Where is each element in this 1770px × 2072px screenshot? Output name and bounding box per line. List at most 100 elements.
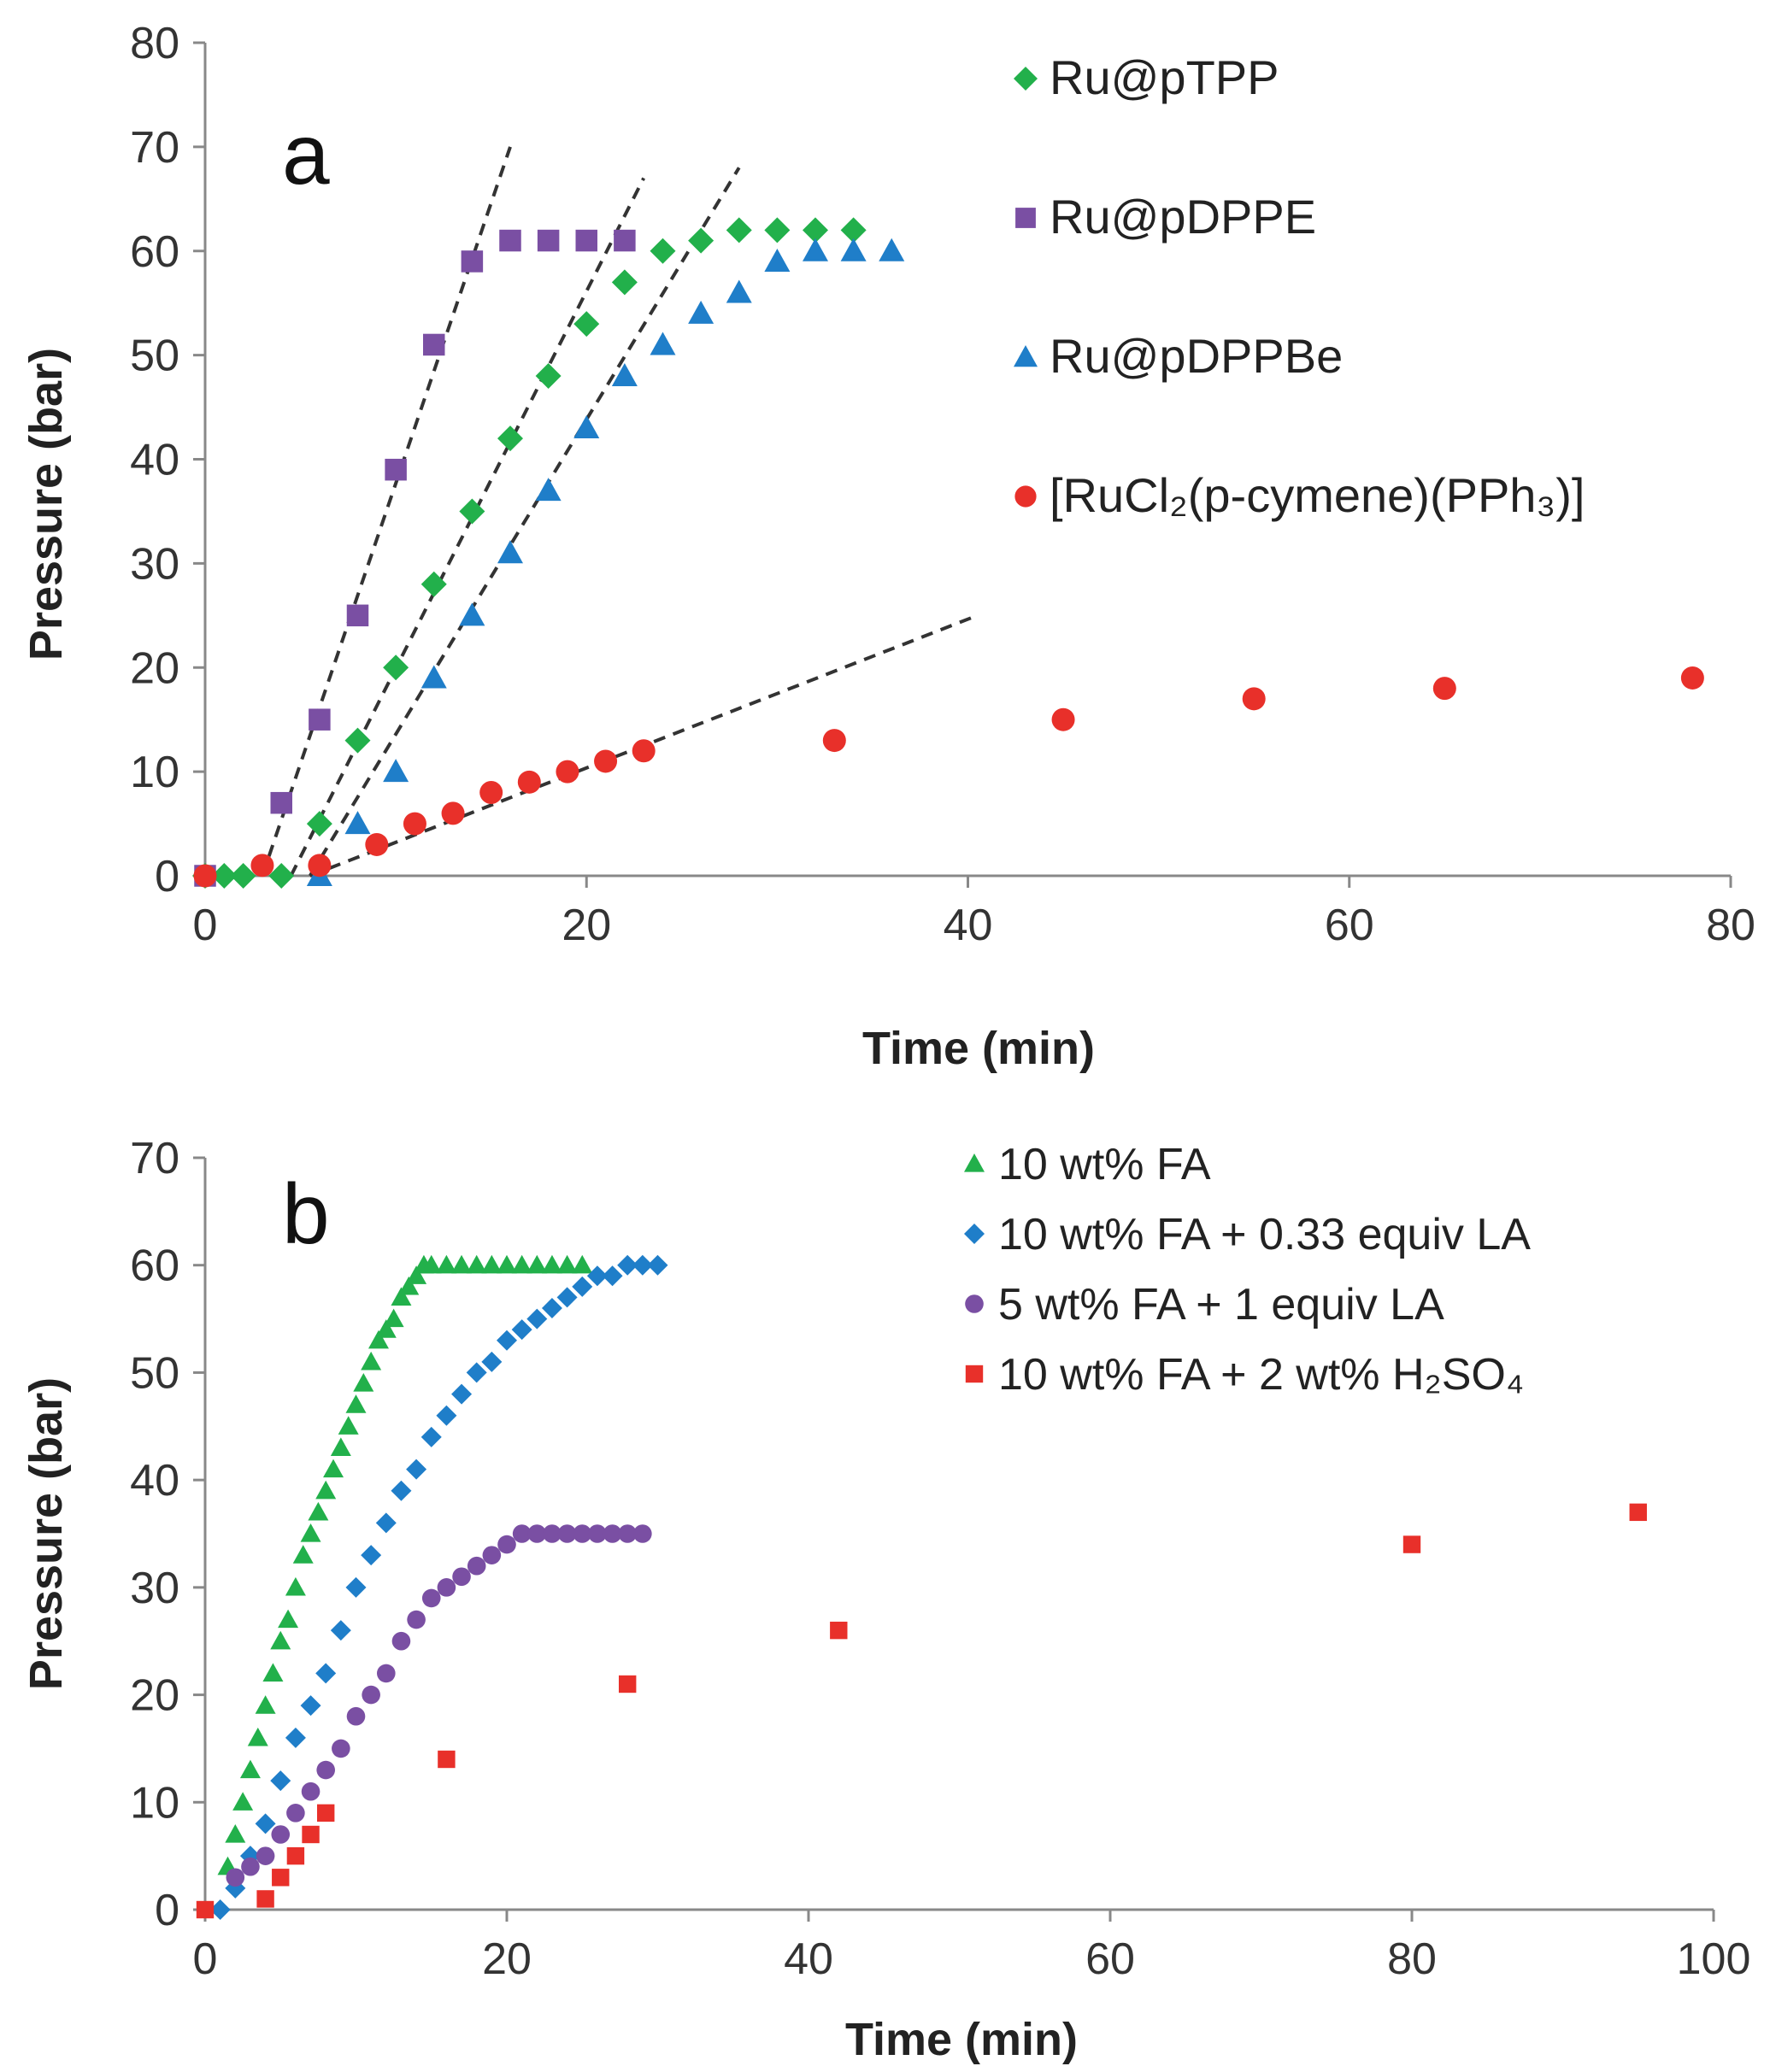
y-tick-label: 60	[130, 1241, 179, 1291]
legend-entry: 5 wt% FA + 1 equiv LA	[998, 1280, 1444, 1329]
y-tick-label: 40	[130, 436, 179, 485]
data-point	[557, 1524, 577, 1543]
data-point	[617, 1254, 638, 1276]
panel-a-ticks: 0 10 20 30 40 50 60 70 80 0 20 40 60 80	[130, 19, 1755, 950]
data-point	[726, 279, 752, 303]
data-point	[650, 332, 676, 355]
data-point	[209, 1899, 231, 1920]
x-tick-label: 60	[1325, 901, 1374, 950]
data-point	[764, 248, 791, 272]
data-point	[497, 1254, 517, 1274]
data-point	[420, 1254, 442, 1274]
data-point	[526, 1308, 548, 1329]
data-point	[497, 540, 523, 564]
data-point	[420, 571, 447, 597]
data-point	[256, 1846, 275, 1865]
data-point	[226, 1868, 245, 1887]
data-point	[230, 863, 256, 889]
data-point	[459, 498, 485, 525]
data-point	[556, 760, 579, 784]
y-tick-label: 50	[130, 1348, 179, 1398]
data-point	[250, 854, 274, 878]
data-point	[535, 478, 562, 502]
data-point	[308, 1501, 329, 1521]
legend-entry: 10 wt% FA + 0.33 equiv LA	[998, 1210, 1531, 1259]
data-point	[764, 217, 791, 244]
data-point	[572, 1276, 593, 1297]
data-point	[611, 363, 638, 386]
data-point	[391, 1287, 412, 1306]
data-point	[436, 1254, 457, 1274]
data-point	[315, 1480, 337, 1500]
data-point	[420, 665, 447, 689]
data-point	[285, 1576, 306, 1596]
data-point	[822, 729, 846, 753]
data-point	[586, 1265, 608, 1287]
data-point	[346, 604, 369, 627]
data-point	[398, 1276, 420, 1295]
data-point	[437, 1578, 456, 1597]
data-point	[239, 1759, 261, 1779]
y-tick-label: 80	[130, 19, 179, 68]
data-point	[241, 1857, 260, 1876]
data-point	[375, 1512, 397, 1534]
data-point	[840, 217, 867, 244]
data-point	[497, 1535, 516, 1554]
x-tick-label: 100	[1677, 1934, 1751, 1984]
x-tick-label: 40	[784, 1934, 833, 1984]
data-point	[466, 1362, 487, 1383]
data-point	[316, 1760, 336, 1780]
legend-marker	[1014, 485, 1037, 508]
panel-b-x-axis-title: Time (min)	[845, 2014, 1078, 2065]
data-point	[688, 300, 714, 324]
data-point	[459, 602, 485, 626]
y-tick-label: 70	[130, 1134, 179, 1183]
data-point	[618, 1524, 637, 1543]
data-point	[482, 1546, 502, 1564]
data-point	[302, 1825, 320, 1844]
data-point	[420, 1426, 442, 1447]
data-point	[262, 1663, 284, 1682]
data-point	[526, 1254, 548, 1274]
y-tick-label: 20	[130, 1671, 179, 1721]
data-point	[406, 1265, 427, 1284]
data-point	[300, 1523, 321, 1542]
panel-a-axes	[203, 43, 1731, 878]
data-point	[225, 1824, 246, 1843]
data-point	[1629, 1503, 1647, 1522]
panel-a-points	[192, 217, 1704, 889]
data-point	[332, 1739, 350, 1758]
data-point	[423, 333, 445, 356]
panel-b-axes	[203, 1158, 1714, 1911]
data-point	[537, 229, 560, 252]
data-point	[497, 426, 523, 452]
data-point	[1680, 666, 1704, 690]
data-point	[344, 811, 371, 835]
data-point	[270, 1770, 291, 1792]
data-point	[353, 1373, 374, 1392]
data-point	[632, 739, 656, 763]
data-point	[517, 770, 541, 794]
data-point	[361, 1351, 382, 1371]
y-tick-label: 10	[130, 748, 179, 797]
data-point	[481, 1254, 503, 1274]
data-point	[466, 1254, 487, 1274]
data-point	[385, 458, 407, 481]
data-point	[271, 1825, 291, 1844]
data-point	[527, 1524, 547, 1543]
data-point	[594, 749, 618, 773]
data-point	[467, 1556, 486, 1576]
legend-entry: 10 wt% FA	[998, 1140, 1211, 1189]
data-point	[377, 1664, 396, 1683]
data-point	[308, 854, 332, 878]
data-point	[481, 1351, 503, 1372]
data-point	[575, 229, 597, 252]
data-point	[256, 1890, 274, 1908]
data-point	[441, 801, 465, 825]
data-point	[330, 1620, 351, 1641]
data-point	[688, 227, 714, 254]
y-tick-label: 30	[130, 1564, 179, 1613]
legend-entry: Ru@pTPP	[1050, 50, 1279, 104]
data-point	[556, 1287, 578, 1308]
